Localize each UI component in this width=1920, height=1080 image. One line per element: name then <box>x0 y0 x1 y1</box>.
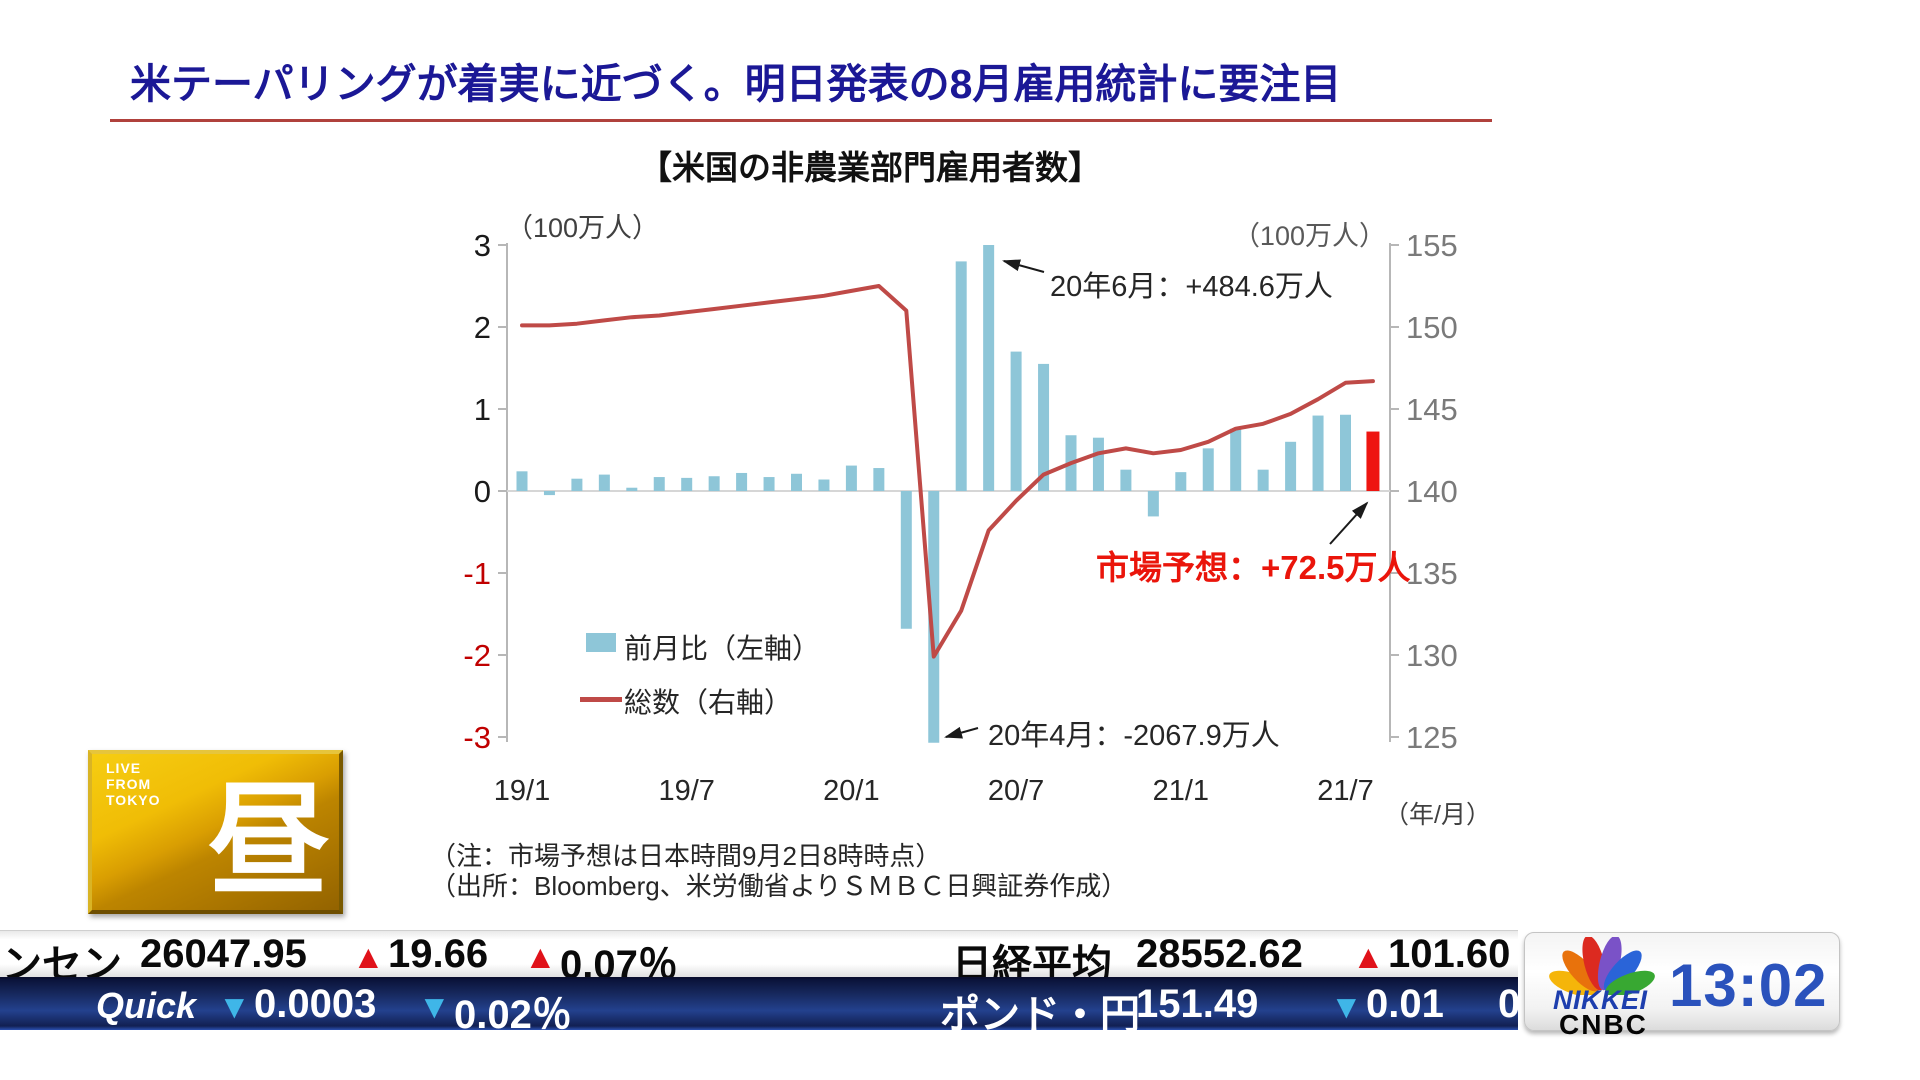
up-triangle-icon: ▲ <box>1352 938 1385 975</box>
nikkei-cnbc-clock-panel: NIKKEI CNBC 13:02 <box>1524 932 1840 1040</box>
nikkei-logo-text: NIKKEI <box>1553 985 1648 1015</box>
left-axis-unit-label: （100万人） <box>506 213 660 243</box>
svg-text:21/7: 21/7 <box>1317 775 1373 807</box>
cnbc-logo-text: CNBC <box>1559 1009 1648 1040</box>
svg-text:-2: -2 <box>463 638 491 673</box>
svg-text:-3: -3 <box>463 720 491 755</box>
annotation-jun2020: 20年6月：+484.6万人 <box>1050 271 1333 303</box>
title-underline <box>110 119 1492 122</box>
svg-text:20/7: 20/7 <box>988 775 1044 807</box>
legend-bar-swatch <box>586 633 616 652</box>
ticker-index-price: 26047.95 <box>140 932 307 976</box>
right-axis-unit-label: （100万人） <box>1232 221 1386 251</box>
svg-text:0: 0 <box>474 474 491 509</box>
ticker-pound-yen-price: 151.49 <box>1136 982 1259 1026</box>
ticker-row-bottom: Quick ▼ 0.0003 ▼ 0.02％ ポンド・円 151.49 ▼ 0.… <box>0 977 1518 1030</box>
chart-note: （注：市場予想は日本時間9月2日8時時点） <box>430 841 942 871</box>
ticker-nikkei-price: 28552.62 <box>1136 932 1303 976</box>
legend-bar-label: 前月比（左軸） <box>624 633 821 664</box>
down-triangle-icon: ▼ <box>1330 988 1363 1025</box>
ticker-nikkei-change: 101.60 <box>1388 932 1511 976</box>
chart-title: 【米国の非農業部門雇用者数】 <box>639 149 1101 186</box>
svg-text:20/1: 20/1 <box>823 775 879 807</box>
svg-text:3: 3 <box>474 228 491 263</box>
ticker-fx-change: 0.0003 <box>254 982 377 1026</box>
ticker-index-change-pct: 0.07％ <box>560 943 678 978</box>
legend-line-swatch <box>580 697 622 702</box>
svg-text:1: 1 <box>474 392 491 427</box>
down-triangle-icon: ▼ <box>218 988 251 1025</box>
ticker-truncated-value: 0 <box>1498 982 1518 1027</box>
ticker-nikkei-name: 日経平均 <box>952 943 1112 978</box>
page-title: 米テーパリングが着実に近づく。明日発表の8月雇用統計に要注目 <box>130 61 1342 107</box>
svg-text:135: 135 <box>1406 556 1458 591</box>
ticker-pound-yen-name: ポンド・円 <box>940 993 1140 1030</box>
clock-time: 13:02 <box>1669 952 1828 1019</box>
quick-logo: Quick <box>96 985 197 1026</box>
ticker-index-name: ンセン <box>2 943 122 978</box>
svg-text:130: 130 <box>1406 638 1458 673</box>
ticker-fx-change-pct: 0.02％ <box>454 993 572 1030</box>
svg-text:-1: -1 <box>463 556 491 591</box>
up-triangle-icon: ▲ <box>352 938 385 975</box>
x-axis-unit-label: （年/月） <box>1384 801 1491 829</box>
svg-text:145: 145 <box>1406 392 1458 427</box>
nbc-peacock-icon <box>1549 937 1655 995</box>
up-triangle-icon: ▲ <box>524 938 557 975</box>
employment-chart: 3 2 1 0 -1 -2 -3 155 150 145 140 135 130 125 19/1 19/7 2… <box>463 228 1458 807</box>
down-triangle-icon: ▼ <box>418 988 451 1025</box>
svg-text:155: 155 <box>1406 228 1458 263</box>
live-from-tokyo-label: LIVE FROM TOKYO <box>106 760 161 808</box>
legend-line-label: 総数（右軸） <box>624 687 793 718</box>
annotation-forecast: 市場予想：+72.5万人 <box>1096 549 1411 586</box>
svg-text:125: 125 <box>1406 720 1458 755</box>
svg-text:19/1: 19/1 <box>494 775 550 807</box>
svg-text:2: 2 <box>474 310 491 345</box>
svg-text:19/7: 19/7 <box>658 775 714 807</box>
live-from-tokyo-badge: LIVE FROM TOKYO 昼 <box>88 750 343 914</box>
ticker-index-change: 19.66 <box>388 932 489 976</box>
annotation-apr2020: 20年4月：-2067.9万人 <box>988 720 1280 752</box>
ticker-pound-yen-change: 0.01 <box>1366 982 1444 1026</box>
svg-text:150: 150 <box>1406 310 1458 345</box>
ticker-row-top: ンセン 26047.95 ▲ 19.66 ▲ 0.07％ 日経平均 28552.… <box>0 930 1518 978</box>
svg-text:140: 140 <box>1406 474 1458 509</box>
svg-text:21/1: 21/1 <box>1153 775 1209 807</box>
chart-source-note: （出所：Bloomberg、米労働省よりＳＭＢＣ日興証券作成） <box>430 871 1128 901</box>
noon-program-glyph: 昼 <box>208 773 330 909</box>
